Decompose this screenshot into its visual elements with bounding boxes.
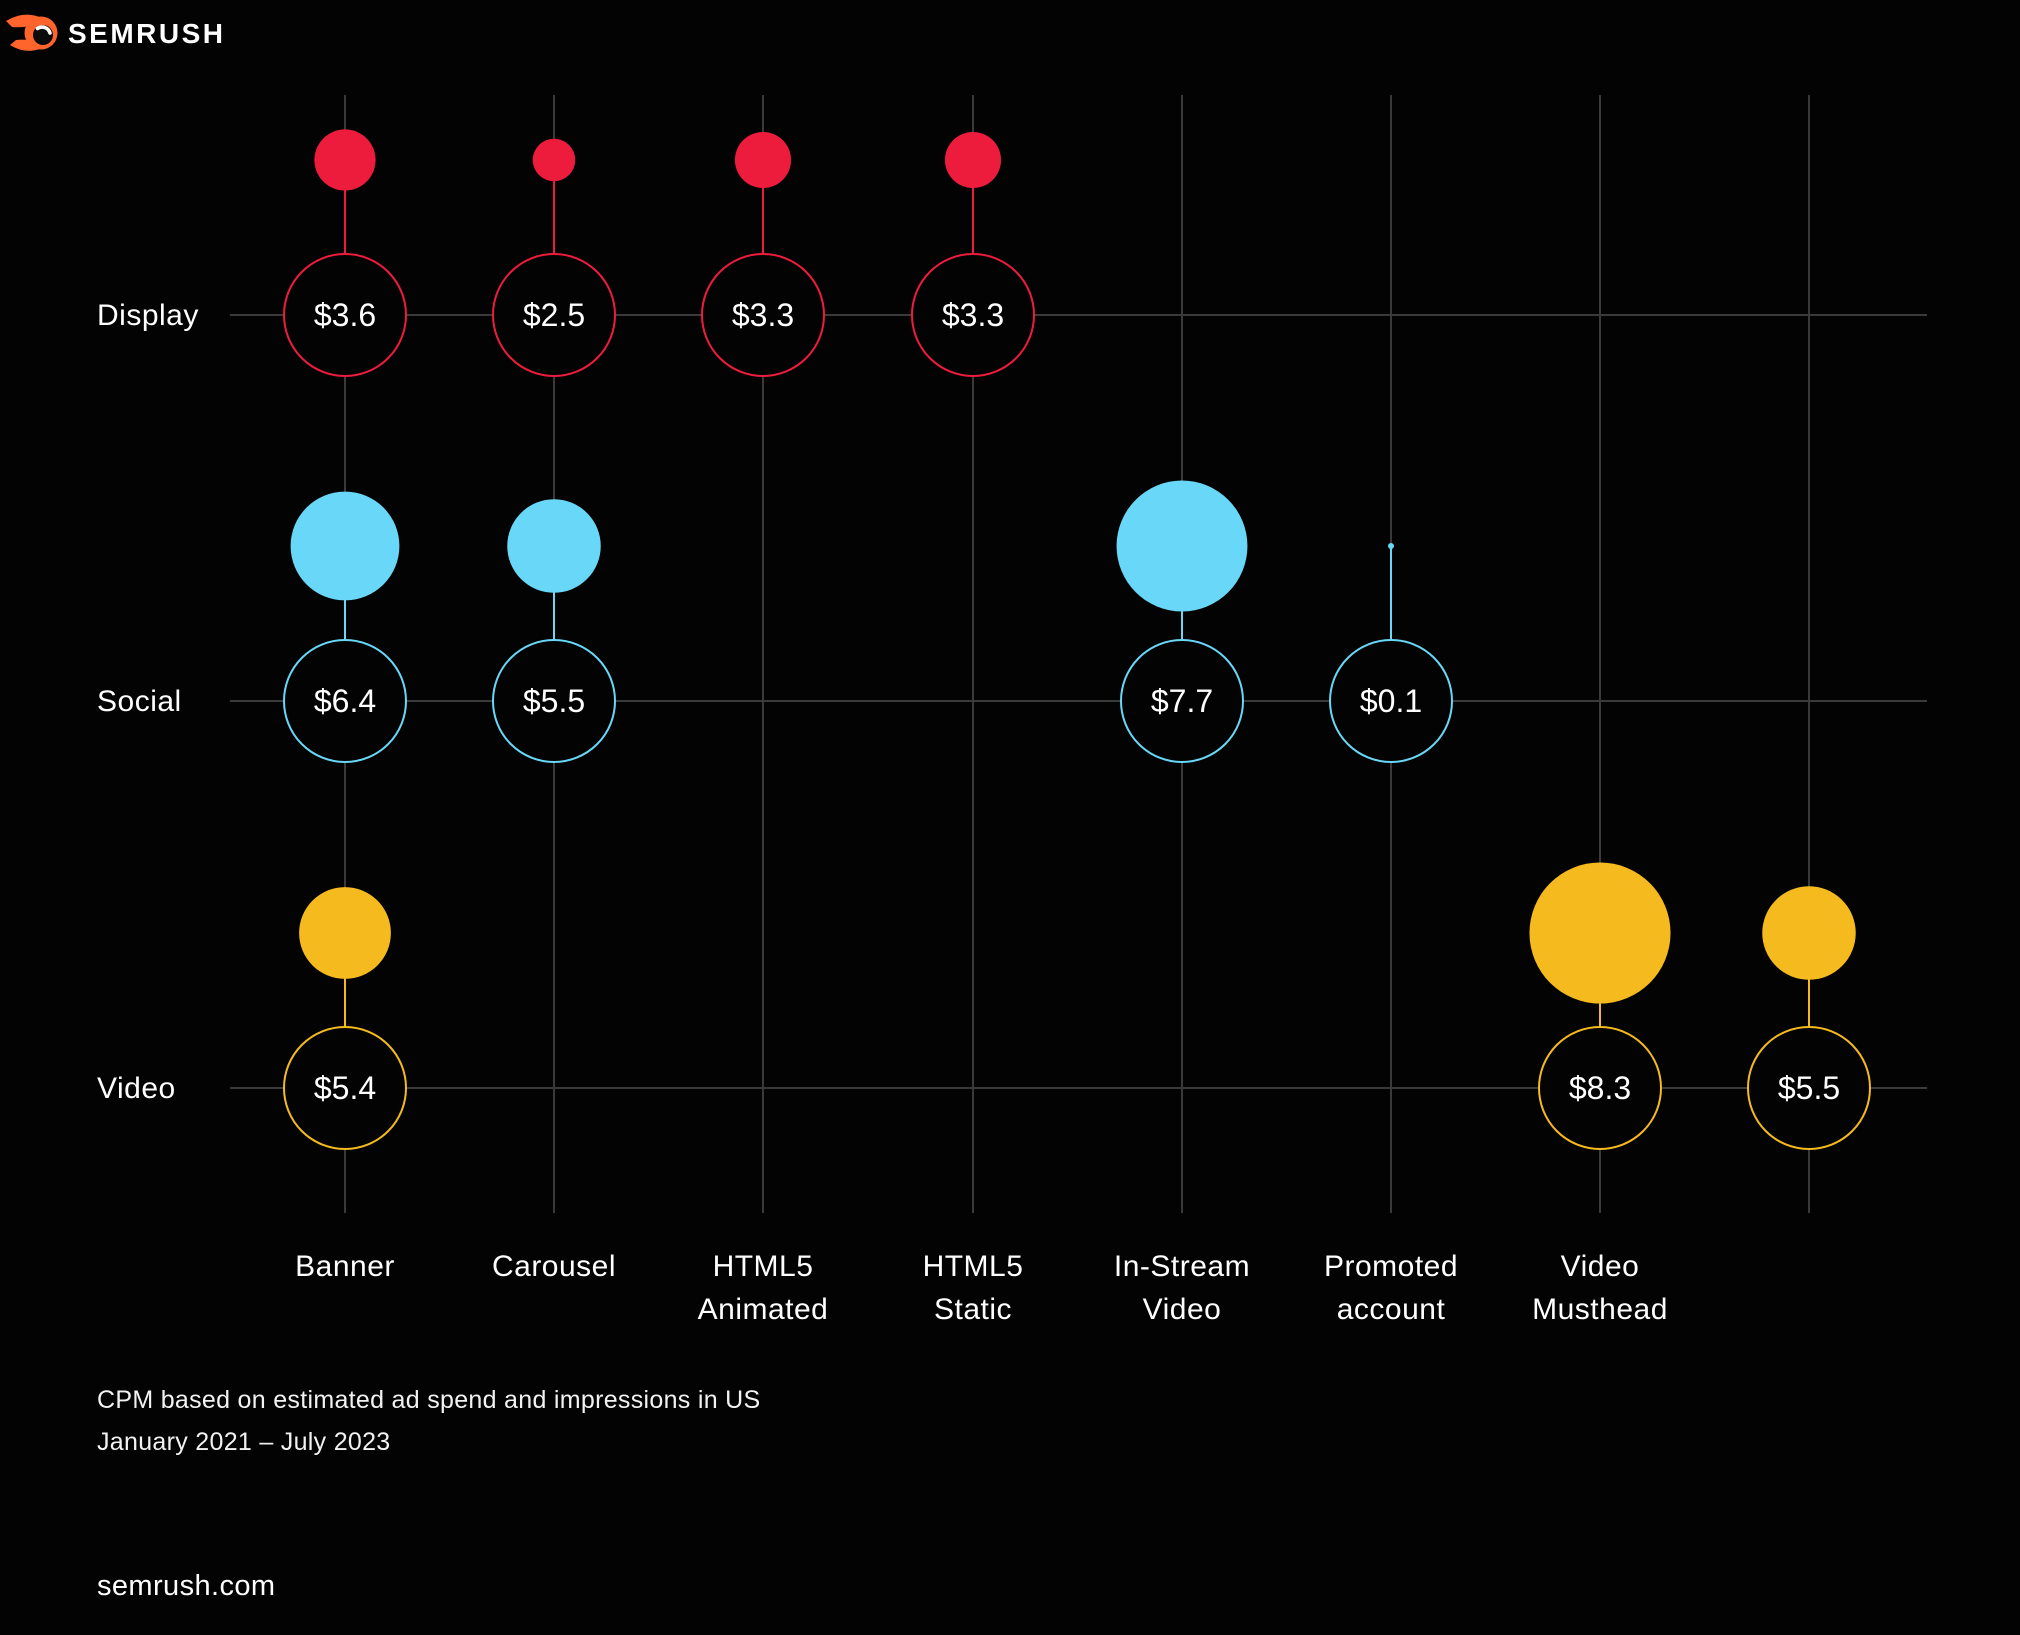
size-bubble-social-banner: [290, 491, 400, 601]
chart-footnote-line2: January 2021 – July 2023: [97, 1428, 391, 1456]
size-bubble-display-html5-animated: [734, 131, 792, 189]
value-ring-display-banner: [283, 253, 407, 377]
size-bubble-video-video-musthead: [1762, 886, 1856, 980]
column-label-banner: Banner: [295, 1250, 395, 1283]
size-bubble-display-carousel: [532, 138, 576, 182]
value-ring-display-html5-animated: [701, 253, 825, 377]
column-label-html5-static: HTML5 Static: [923, 1250, 1024, 1326]
value-label-display-banner: $3.6: [314, 297, 376, 333]
value-label-social-promoted-account: $0.1: [1360, 683, 1422, 719]
column-label-promoted-account: Promoted account: [1324, 1250, 1458, 1326]
value-label-social-in-stream-video: $7.7: [1151, 683, 1213, 719]
value-ring-display-html5-static: [911, 253, 1035, 377]
column-label-carousel: Carousel: [492, 1250, 616, 1283]
size-bubble-social-in-stream-video: [1116, 480, 1248, 612]
size-bubble-video-banner: [299, 887, 391, 979]
value-label-display-html5-animated: $3.3: [732, 297, 794, 333]
value-label-video-video-musthead: $5.5: [1778, 1070, 1840, 1106]
value-ring-social-banner: [283, 639, 407, 763]
value-ring-video-video-musthead: [1747, 1026, 1871, 1150]
row-label-display: Display: [97, 299, 199, 332]
value-label-video-video: $8.3: [1569, 1070, 1631, 1106]
row-label-video: Video: [97, 1072, 176, 1105]
value-label-display-html5-static: $3.3: [942, 297, 1004, 333]
semrush-logo-text: SEMRUSH: [68, 18, 226, 49]
chart-footnote-line1: CPM based on estimated ad spend and impr…: [97, 1386, 761, 1414]
size-bubble-social-carousel: [507, 499, 601, 593]
column-label-in-stream-video: In-Stream Video: [1114, 1250, 1250, 1326]
value-label-display-carousel: $2.5: [523, 297, 585, 333]
value-label-social-carousel: $5.5: [523, 683, 585, 719]
source-url: semrush.com: [97, 1570, 276, 1602]
value-ring-video-video: [1538, 1026, 1662, 1150]
size-bubble-display-html5-static: [944, 131, 1002, 189]
semrush-logo: SEMRUSH: [6, 14, 226, 51]
size-bubble-social-promoted-account: [1388, 543, 1394, 549]
row-label-social: Social: [97, 685, 182, 718]
value-ring-social-in-stream-video: [1120, 639, 1244, 763]
value-label-video-banner: $5.4: [314, 1070, 376, 1106]
value-ring-display-carousel: [492, 253, 616, 377]
semrush-flame-icon: [6, 14, 58, 51]
value-ring-social-carousel: [492, 639, 616, 763]
column-label-html5-animated: HTML5 Animated: [698, 1250, 829, 1326]
value-ring-video-banner: [283, 1026, 407, 1150]
size-bubble-video-video: [1529, 862, 1671, 1004]
size-bubble-display-banner: [314, 129, 376, 191]
value-label-social-banner: $6.4: [314, 683, 376, 719]
column-label-video: Video Musthead: [1532, 1250, 1668, 1326]
value-ring-social-promoted-account: [1329, 639, 1453, 763]
